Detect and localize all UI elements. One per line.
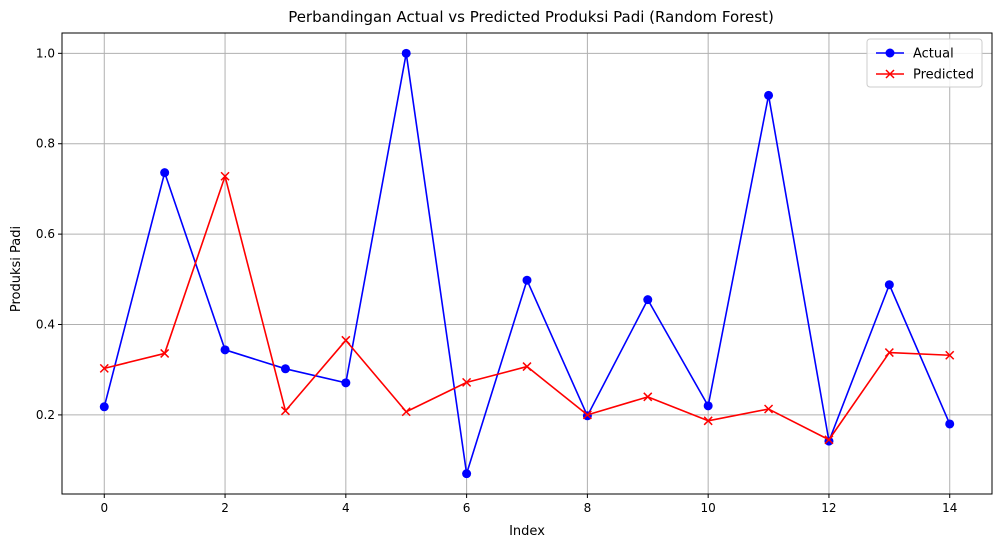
x-tick-label: 6 — [463, 501, 471, 515]
plot-frame — [61, 32, 993, 495]
data-point-predicted — [462, 377, 472, 387]
data-point-predicted — [643, 392, 653, 402]
legend-label-actual: Actual — [913, 47, 954, 62]
legend: Actual Predicted — [866, 38, 983, 88]
data-point-actual — [703, 401, 713, 411]
series-layer — [99, 48, 955, 479]
y-tick-label: 0.6 — [36, 227, 55, 241]
x-tick-label: 14 — [942, 501, 957, 515]
data-point-predicted — [884, 348, 894, 358]
data-point-actual — [522, 275, 532, 285]
legend-marker-predicted — [885, 69, 895, 79]
x-tick-label: 2 — [221, 501, 229, 515]
data-point-actual — [945, 419, 955, 429]
grid — [62, 33, 992, 494]
data-point-predicted — [99, 363, 109, 373]
data-point-predicted — [824, 435, 834, 445]
data-point-actual — [764, 90, 774, 100]
data-point-actual — [401, 48, 411, 58]
data-point-predicted — [522, 362, 532, 372]
data-point-actual — [643, 295, 653, 305]
data-point-predicted — [280, 406, 290, 416]
data-point-predicted — [764, 404, 774, 414]
x-axis-label: Index — [509, 524, 545, 539]
legend-marker-actual — [885, 48, 895, 58]
legend-box — [866, 38, 983, 88]
y-tick-label: 0.8 — [36, 137, 55, 151]
x-tick-label: 12 — [821, 501, 836, 515]
data-point-predicted — [582, 410, 592, 420]
data-point-predicted — [401, 407, 411, 417]
x-tick-label: 4 — [342, 501, 350, 515]
ticks: 0 2 4 6 8 10 12 14 0.2 0.4 0.6 0.8 1.0 — [36, 46, 957, 515]
y-tick-label: 0.2 — [36, 408, 55, 422]
y-tick-label: 1.0 — [36, 46, 55, 60]
x-tick-label: 8 — [584, 501, 592, 515]
data-point-actual — [462, 469, 472, 479]
data-point-predicted — [160, 348, 170, 358]
legend-item-predicted: Predicted — [876, 68, 974, 83]
data-point-predicted — [945, 350, 955, 360]
legend-label-predicted: Predicted — [913, 68, 974, 83]
data-point-actual — [99, 402, 109, 412]
y-tick-label: 0.4 — [36, 318, 55, 332]
legend-item-actual: Actual — [876, 47, 954, 62]
data-point-actual — [341, 378, 351, 388]
data-point-actual — [160, 168, 170, 178]
data-point-predicted — [341, 335, 351, 345]
data-point-predicted — [220, 171, 230, 181]
data-point-actual — [280, 364, 290, 374]
x-tick-label: 10 — [701, 501, 716, 515]
y-axis-label: Produksi Padi — [9, 226, 24, 312]
series-predicted — [99, 171, 955, 445]
data-point-actual — [220, 345, 230, 355]
x-tick-label: 0 — [100, 501, 108, 515]
data-point-actual — [884, 280, 894, 290]
data-point-predicted — [703, 416, 713, 426]
chart-title: Perbandingan Actual vs Predicted Produks… — [288, 8, 774, 26]
